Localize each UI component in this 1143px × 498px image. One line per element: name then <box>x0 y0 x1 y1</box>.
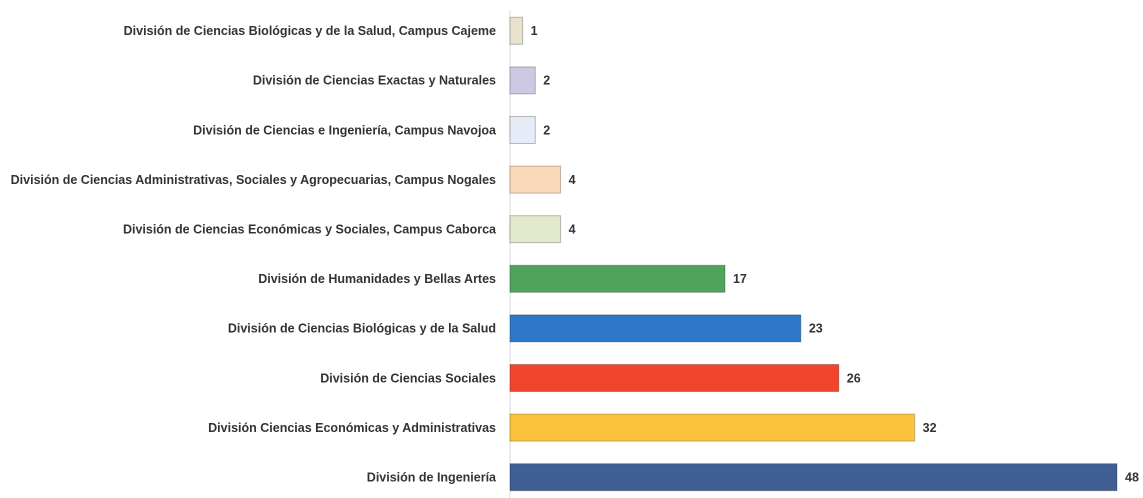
category-label: División Ciencias Económicas y Administr… <box>208 421 496 435</box>
value-label: 26 <box>847 371 861 385</box>
value-label: 2 <box>543 123 550 137</box>
value-label: 1 <box>531 24 538 38</box>
bar <box>509 165 562 194</box>
value-label: 4 <box>569 173 576 187</box>
bar <box>509 16 524 45</box>
bar <box>509 314 802 343</box>
value-label: 48 <box>1125 470 1139 484</box>
category-label: División de Ciencias e Ingeniería, Campu… <box>193 123 497 137</box>
bar <box>509 413 916 442</box>
bar <box>509 215 562 244</box>
category-label: División de Ciencias Sociales <box>320 371 496 385</box>
value-label: 17 <box>733 272 747 286</box>
category-label: División de Ciencias Biológicas y de la … <box>124 24 496 38</box>
bar <box>509 66 536 95</box>
value-label: 2 <box>543 74 550 88</box>
bar <box>509 116 536 144</box>
category-label: División de Ingeniería <box>367 470 497 484</box>
category-label: División de Ciencias Biológicas y de la … <box>228 322 496 336</box>
bar <box>509 463 1118 492</box>
category-label: División de Humanidades y Bellas Artes <box>258 272 496 286</box>
value-label: 23 <box>809 322 823 336</box>
category-label: División de Ciencias Económicas y Social… <box>123 222 497 236</box>
value-label: 4 <box>569 222 576 236</box>
bar <box>509 264 726 293</box>
category-label: División de Ciencias Administrativas, So… <box>11 173 496 187</box>
value-label: 32 <box>923 421 937 435</box>
category-label: División de Ciencias Exactas y Naturales <box>253 74 496 88</box>
bar <box>509 364 840 392</box>
